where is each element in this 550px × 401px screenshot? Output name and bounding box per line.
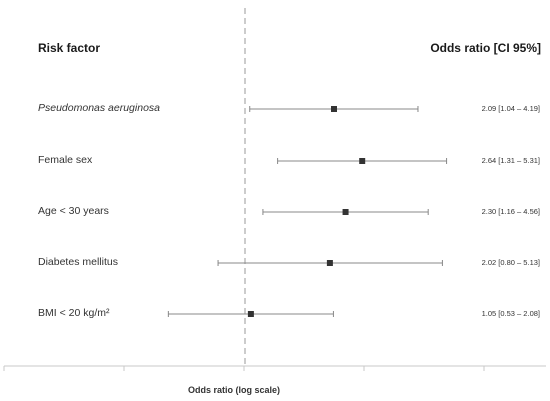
row-3-risk-factor-label: Age < 30 years <box>38 205 109 217</box>
row-4-estimate-marker <box>326 260 333 266</box>
odds-ratio-header: Odds ratio [CI 95%] <box>430 41 541 55</box>
row-3-estimate-marker <box>342 209 349 215</box>
row-1-risk-factor-label: Pseudomonas aeruginosa <box>38 102 161 114</box>
risk-factor-header: Risk factor <box>38 41 101 55</box>
row-2-estimate-marker <box>359 158 366 164</box>
row-5-risk-factor-label: BMI < 20 kg/m² <box>38 307 110 319</box>
row-2-odds-ratio-value: 2.64 [1.31 – 5.31] <box>481 156 540 165</box>
row-1-estimate-marker <box>331 106 338 112</box>
x-axis-label: Odds ratio (log scale) <box>187 385 281 395</box>
row-4-risk-factor-label: Diabetes mellitus <box>38 256 118 268</box>
row-5-odds-ratio-value: 1.05 [0.53 – 2.08] <box>481 309 540 318</box>
row-5-estimate-marker <box>247 311 254 317</box>
row-4-odds-ratio-value: 2.02 [0.80 – 5.13] <box>481 258 540 267</box>
row-1-odds-ratio-value: 2.09 [1.04 – 4.19] <box>481 104 540 113</box>
row-2-risk-factor-label: Female sex <box>38 154 93 166</box>
row-3-odds-ratio-value: 2.30 [1.16 – 4.56] <box>481 207 540 216</box>
